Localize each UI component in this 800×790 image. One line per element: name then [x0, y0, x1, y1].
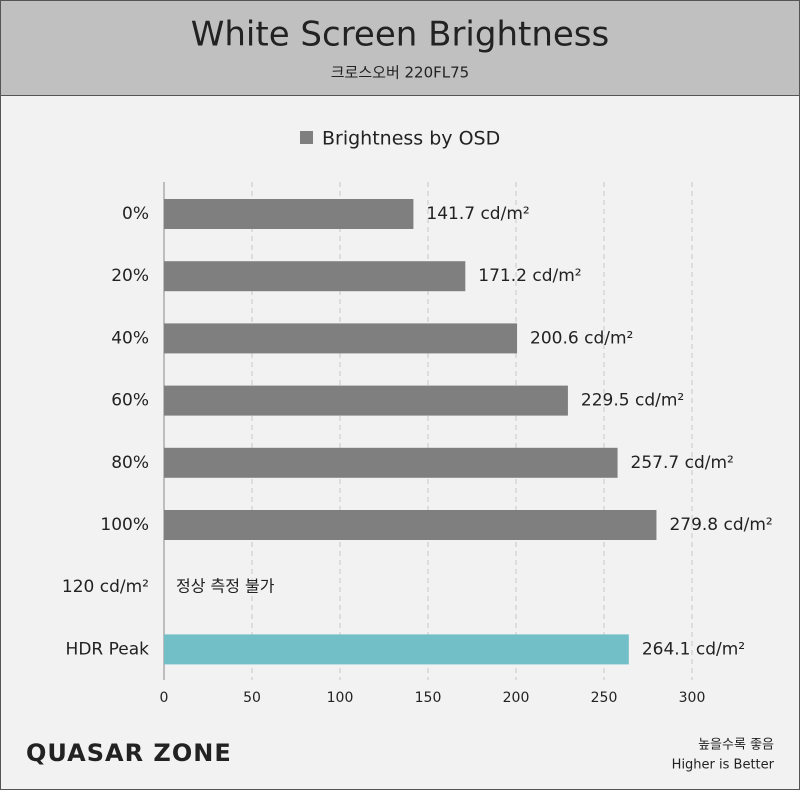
y-tick-label: 40% — [111, 328, 149, 348]
x-tick-label: 0 — [160, 690, 169, 706]
footer-note: 높을수록 좋음 — [698, 738, 774, 753]
bar — [164, 385, 568, 416]
bar — [164, 199, 414, 229]
bar — [164, 261, 466, 292]
legend-swatch — [300, 131, 313, 144]
y-tick-label: 80% — [111, 453, 149, 473]
header — [0, 0, 800, 96]
y-tick-label: 60% — [111, 391, 149, 411]
x-tick-label: 250 — [591, 690, 618, 706]
legend-label: Brightness by OSD — [322, 128, 500, 150]
value-label: 141.7 cd/m² — [426, 204, 529, 224]
value-label: 257.7 cd/m² — [631, 453, 734, 473]
bar — [164, 447, 618, 478]
y-tick-label: 20% — [111, 266, 149, 286]
footer-note-en: Higher is Better — [672, 758, 775, 773]
x-tick-label: 50 — [243, 690, 261, 706]
value-label: 229.5 cd/m² — [581, 391, 684, 411]
bar — [164, 323, 518, 354]
x-tick-label: 100 — [327, 690, 354, 706]
value-label: 200.6 cd/m² — [530, 328, 633, 348]
annotation: 정상 측정 불가 — [176, 577, 275, 596]
chart-title: White Screen Brightness — [191, 15, 609, 55]
x-tick-label: 200 — [503, 690, 530, 706]
value-label: 279.8 cd/m² — [669, 515, 772, 535]
value-label: 171.2 cd/m² — [478, 266, 581, 286]
y-tick-label: HDR Peak — [66, 639, 150, 659]
y-tick-label: 100% — [100, 515, 149, 535]
y-tick-label: 120 cd/m² — [62, 577, 149, 597]
logo: QUASAR ZONE — [26, 739, 232, 767]
y-tick-label: 0% — [122, 204, 149, 224]
x-tick-label: 150 — [415, 690, 442, 706]
bar — [164, 510, 657, 540]
x-tick-label: 300 — [679, 690, 706, 706]
value-label: 264.1 cd/m² — [642, 639, 745, 659]
bar — [164, 634, 629, 665]
chart-subtitle: 크로스오버 220FL75 — [331, 64, 469, 82]
